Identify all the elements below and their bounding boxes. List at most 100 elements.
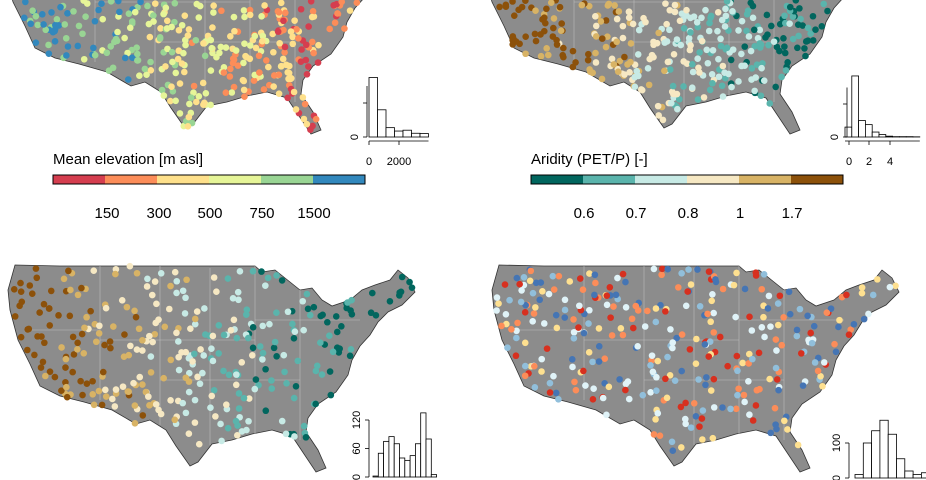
- station-dot: [522, 0, 529, 5]
- station-dot: [671, 8, 679, 16]
- station-dot: [571, 378, 578, 386]
- station-dot: [749, 417, 757, 424]
- station-dot: [265, 63, 272, 71]
- station-dot: [39, 10, 46, 18]
- station-dot: [274, 28, 282, 35]
- station-dot: [102, 386, 109, 394]
- station-dot: [719, 404, 726, 411]
- station-dot: [249, 324, 257, 331]
- station-dot: [687, 42, 694, 49]
- station-dot: [780, 314, 787, 321]
- station-dot: [727, 56, 735, 64]
- station-dot: [185, 430, 193, 438]
- station-dot: [222, 89, 230, 96]
- station-dot: [513, 274, 521, 282]
- station-dot: [694, 266, 701, 273]
- station-dot: [652, 318, 660, 326]
- station-dot: [174, 55, 182, 63]
- station-dot: [121, 331, 128, 338]
- station-dot: [580, 329, 588, 337]
- station-dot: [229, 295, 237, 302]
- station-dot: [227, 65, 234, 73]
- elevation-break: 300: [146, 205, 171, 222]
- station-dot: [748, 65, 756, 72]
- station-dot: [757, 41, 765, 49]
- station-dot: [235, 390, 243, 397]
- station-dot: [576, 302, 583, 310]
- station-dot: [225, 371, 233, 379]
- station-dot: [83, 313, 90, 321]
- station-dot: [865, 310, 872, 318]
- station-dot: [544, 51, 552, 59]
- station-dot: [209, 357, 217, 365]
- station-dot: [24, 346, 31, 354]
- histogram-bottom-right: 0 100: [831, 419, 926, 480]
- station-dot: [249, 344, 257, 352]
- station-dot: [294, 357, 302, 365]
- station-dot: [757, 92, 765, 100]
- station-dot: [261, 2, 268, 9]
- station-dot: [280, 26, 287, 34]
- station-dot: [782, 67, 790, 74]
- station-dot: [809, 12, 817, 20]
- station-dot: [207, 101, 214, 109]
- station-dot: [172, 97, 179, 105]
- station-dot: [592, 49, 599, 57]
- station-dot: [874, 276, 881, 283]
- station-dot: [585, 320, 592, 327]
- station-dot: [230, 83, 238, 91]
- station-dot: [189, 358, 196, 365]
- station-dot: [312, 367, 320, 375]
- station-dot: [796, 5, 803, 12]
- station-dot: [181, 12, 189, 19]
- station-dot: [279, 55, 287, 63]
- station-dot: [786, 310, 794, 318]
- station-dot: [703, 46, 711, 54]
- station-dot: [126, 262, 134, 270]
- station-dot: [334, 10, 341, 17]
- station-dot: [675, 95, 683, 103]
- station-dot: [781, 417, 788, 425]
- station-dot: [91, 51, 99, 59]
- station-dot: [561, 296, 569, 304]
- station-dot: [247, 42, 254, 49]
- histogram-bar: [921, 472, 926, 479]
- station-dot: [531, 383, 539, 391]
- station-dot: [187, 94, 195, 101]
- station-dot: [710, 375, 718, 383]
- station-dot: [258, 268, 265, 275]
- station-dot: [514, 319, 521, 327]
- station-dot: [602, 17, 610, 24]
- station-dot: [303, 70, 311, 78]
- station-dot: [299, 297, 307, 305]
- station-dot: [761, 333, 768, 341]
- elevation-break: 1500: [297, 205, 330, 222]
- station-dot: [65, 267, 72, 275]
- station-dot: [51, 38, 59, 45]
- station-dot: [196, 2, 204, 10]
- station-dot: [666, 6, 674, 14]
- station-dot: [307, 0, 315, 5]
- station-dot: [704, 59, 712, 67]
- station-dot: [171, 416, 179, 424]
- station-dot: [291, 328, 299, 336]
- station-dot: [162, 4, 170, 12]
- station-dot: [329, 348, 337, 356]
- station-dot: [667, 99, 675, 107]
- x-tick-label: 0: [366, 156, 372, 168]
- station-dot: [139, 347, 146, 354]
- station-dot: [239, 76, 247, 84]
- station-dot: [319, 311, 326, 319]
- station-dot: [298, 46, 305, 53]
- station-dot: [78, 330, 86, 338]
- station-dot: [621, 53, 628, 61]
- station-dot: [704, 310, 711, 318]
- station-dot: [292, 106, 300, 113]
- station-dot: [681, 415, 689, 423]
- station-dot: [641, 323, 649, 330]
- elevation-legend: Mean elevation [m asl] 150 300 500 750 1…: [52, 151, 366, 222]
- station-dot: [259, 37, 266, 45]
- station-dot: [281, 368, 288, 376]
- station-dot: [172, 69, 180, 77]
- station-dot: [252, 44, 260, 52]
